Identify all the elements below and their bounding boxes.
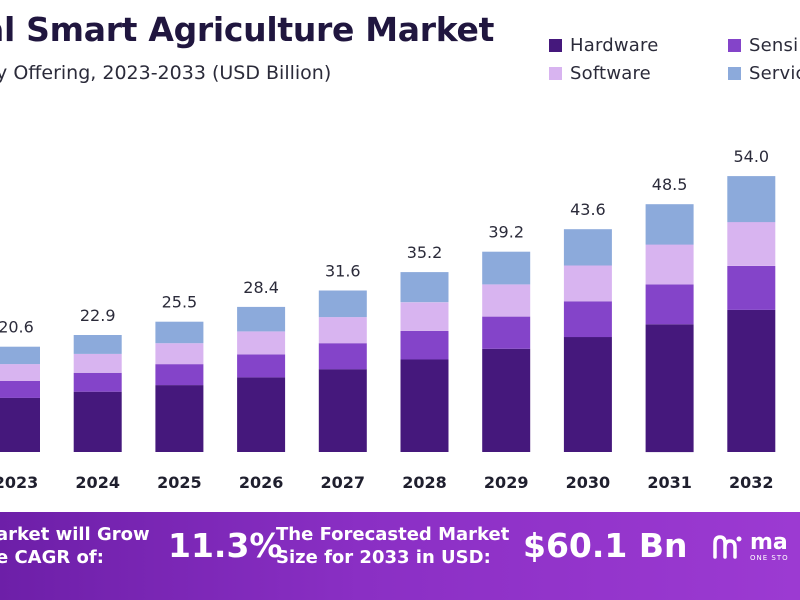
legend-swatch-hardware: [549, 39, 562, 52]
bar-2031-sensi: [645, 284, 694, 325]
value-label-2024: 22.9: [80, 306, 116, 325]
x-tick-label-2026: 2026: [239, 473, 284, 492]
bar-2026-hardware: [237, 377, 286, 452]
bar-2023-software: [0, 364, 40, 381]
bar-2027-sensi: [318, 343, 367, 370]
bar-2024-servic: [73, 335, 122, 354]
value-label-2027: 31.6: [325, 262, 361, 281]
cagr-label-line-1: arket will Grow: [0, 524, 150, 545]
legend-swatch-software: [549, 67, 562, 80]
bar-2032-hardware: [727, 309, 776, 452]
bar-2025-software: [155, 343, 204, 365]
bar-2030-software: [563, 265, 612, 302]
bar-2025-servic: [155, 321, 204, 344]
bar-2032-software: [727, 222, 776, 266]
forecast-label: The Forecasted Market Size for 2033 in U…: [276, 523, 509, 569]
value-label-2028: 35.2: [407, 243, 443, 262]
x-tick-label-2032: 2032: [729, 473, 774, 492]
bar-2024-software: [73, 353, 122, 373]
summary-banner: arket will Grow e CAGR of: 11.3% The For…: [0, 512, 800, 600]
brand-logo: ma ONE STO: [712, 532, 789, 562]
forecast-label-line-1: The Forecasted Market: [276, 524, 510, 545]
bar-2028-servic: [400, 272, 449, 303]
legend-item-services: Servic: [728, 63, 800, 84]
forecast-label-line-2: Size for 2033 in USD:: [276, 547, 491, 568]
bar-2028-software: [400, 302, 449, 331]
cagr-label-line-2: e CAGR of:: [0, 547, 104, 568]
bar-2024-hardware: [73, 391, 122, 452]
value-label-2023: 20.6: [0, 318, 34, 337]
forecast-value: $60.1 Bn: [523, 526, 688, 565]
bar-2023-sensi: [0, 381, 40, 398]
cagr-label: arket will Grow e CAGR of:: [0, 523, 150, 569]
bar-2024-sensi: [73, 372, 122, 392]
legend-swatch-services: [728, 67, 741, 80]
legend-item-hardware: Hardware: [549, 35, 659, 56]
bar-2031-servic: [645, 204, 694, 245]
x-tick-label-2023: 2023: [0, 473, 38, 492]
bar-2025-hardware: [155, 385, 204, 452]
chart-subtitle: by Offering, 2023-2033 (USD Billion): [0, 62, 332, 84]
x-tick-label-2031: 2031: [647, 473, 692, 492]
bar-2031-hardware: [645, 324, 694, 453]
legend-label-services: Servic: [749, 63, 800, 84]
bar-2029-software: [482, 284, 531, 317]
value-label-2032: 54.0: [733, 147, 769, 166]
x-tick-label-2025: 2025: [157, 473, 202, 492]
bar-2029-sensi: [482, 316, 531, 349]
bar-2025-sensi: [155, 364, 204, 386]
bar-2028-sensi: [400, 330, 449, 360]
legend-label-sensors: Sensi: [749, 35, 799, 56]
value-label-2030: 43.6: [570, 200, 606, 219]
brand-mark-icon: [713, 535, 742, 559]
bar-2026-software: [237, 331, 286, 355]
brand-tagline: ONE STO: [750, 554, 789, 562]
chart-title: al Smart Agriculture Market: [0, 10, 495, 49]
chart-legend: Hardware Sensi Software Servic: [0, 0, 800, 100]
bar-2029-servic: [482, 251, 531, 285]
value-label-2031: 48.5: [652, 175, 688, 194]
bar-2030-sensi: [563, 301, 612, 338]
bar-2030-hardware: [563, 337, 612, 452]
bar-2029-hardware: [482, 348, 531, 452]
bar-2032-sensi: [727, 266, 776, 310]
bar-2027-servic: [318, 290, 367, 318]
bar-2032-servic: [727, 176, 776, 223]
bar-2026-servic: [237, 306, 286, 332]
bar-2023-servic: [0, 346, 40, 365]
x-tick-label-2024: 2024: [75, 473, 120, 492]
bar-2031-software: [645, 244, 694, 285]
brand-name: ma: [750, 530, 788, 555]
value-label-2025: 25.5: [162, 293, 198, 312]
cagr-value: 11.3%: [168, 526, 283, 565]
bar-2027-software: [318, 317, 367, 344]
stacked-bar-chart: 20.6 2023 22.9 2024 25.5 2025 28.4 2026 31.6 2027…: [0, 147, 776, 492]
x-tick-label-2028: 2028: [402, 473, 447, 492]
bar-2028-hardware: [400, 359, 449, 452]
brand-wordmark: ma ONE STO: [750, 530, 789, 563]
x-tick-label-2030: 2030: [566, 473, 611, 492]
legend-item-software: Software: [549, 63, 651, 84]
bar-2026-sensi: [237, 354, 286, 378]
bar-2023-hardware: [0, 397, 40, 452]
bar-2027-hardware: [318, 369, 367, 452]
legend-label-software: Software: [570, 63, 651, 84]
value-label-2026: 28.4: [243, 278, 279, 297]
x-tick-label-2029: 2029: [484, 473, 529, 492]
legend-swatch-sensors: [728, 39, 741, 52]
legend-item-sensors: Sensi: [728, 35, 798, 56]
bar-2030-servic: [563, 229, 612, 266]
value-label-2029: 39.2: [488, 223, 524, 242]
x-tick-label-2027: 2027: [321, 473, 366, 492]
legend-label-hardware: Hardware: [570, 35, 659, 56]
